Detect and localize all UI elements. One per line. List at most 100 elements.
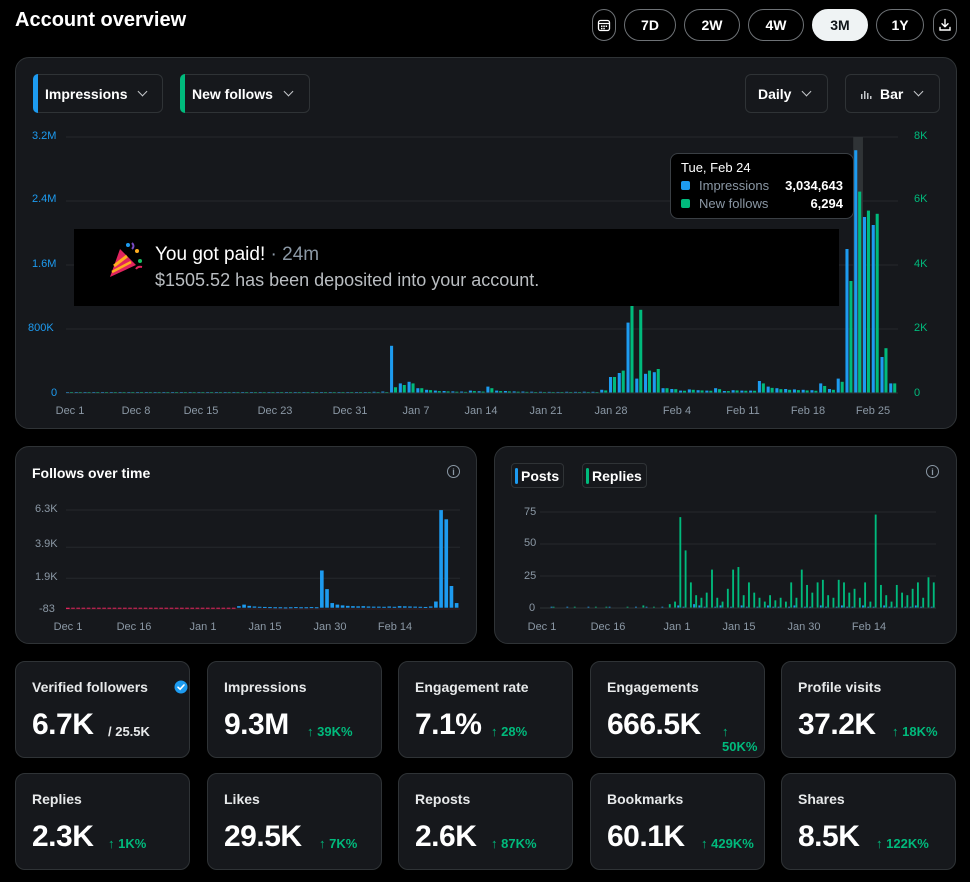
follows-bar	[231, 607, 236, 609]
follows-bar	[586, 391, 590, 393]
right-tick-2k: 2K	[914, 322, 928, 334]
replies-bar	[626, 606, 629, 608]
party-popper-icon	[110, 242, 143, 277]
follows-bar	[499, 391, 503, 393]
replies-bar	[827, 595, 830, 608]
stat-value: 9.3M	[224, 708, 289, 741]
follows-bar	[656, 369, 660, 393]
posts-x-label: Feb 14	[851, 621, 887, 633]
stat-label: Bookmarks	[607, 791, 684, 807]
range-3m-button[interactable]: 3M	[812, 9, 868, 41]
range-1y-button[interactable]: 1Y	[876, 9, 924, 41]
replies-bar	[858, 597, 861, 608]
stat-replies[interactable]: Replies 2.3K ↑ 1K%	[15, 773, 190, 870]
hover-highlight	[853, 137, 863, 393]
range-2w-button[interactable]: 2W	[684, 9, 740, 41]
change-value: 1K%	[118, 836, 147, 851]
stat-engagements[interactable]: Engagements 666.5K ↑ 50K%	[590, 661, 765, 758]
follows-bar	[91, 607, 96, 609]
follows-bar	[858, 191, 862, 393]
stat-impressions[interactable]: Impressions 9.3M ↑ 39K%	[207, 661, 382, 758]
replies-bar	[774, 600, 777, 608]
follows-chart-title: Follows over time	[32, 465, 151, 481]
posts-bar	[862, 605, 864, 608]
metric1-dropdown[interactable]: Impressions	[33, 74, 163, 113]
follows-bar	[621, 370, 625, 393]
follows-bar	[356, 606, 360, 608]
follows-x-label: Feb 14	[377, 621, 413, 633]
follows-bar	[691, 389, 695, 393]
stat-profile-visits[interactable]: Profile visits 37.2K ↑ 18K%	[781, 661, 956, 758]
follows-bar	[490, 388, 494, 393]
stat-change: ↑ 39K%	[307, 724, 353, 739]
follows-x-label: Dec 16	[116, 621, 152, 633]
replies-bar	[885, 595, 888, 608]
posts-bar	[825, 606, 827, 608]
posts-bar	[904, 606, 907, 608]
follows-bar	[102, 607, 106, 609]
impressions-bar	[749, 390, 753, 393]
follows-bar	[366, 606, 371, 608]
replies-bar	[748, 582, 750, 608]
posts-y-tick: 50	[524, 537, 537, 549]
stat-label: Profile visits	[798, 679, 882, 695]
replies-bar	[821, 579, 824, 608]
posts-bar	[645, 606, 648, 608]
impressions-bar	[784, 389, 788, 393]
replies-legend[interactable]: Replies	[582, 463, 647, 488]
stat-bookmarks[interactable]: Bookmarks 60.1K ↑ 429K%	[590, 773, 765, 870]
x-label: Jan 7	[402, 405, 430, 417]
follows-bar	[190, 607, 195, 609]
right-tick-8k: 8K	[914, 130, 928, 142]
metric2-dropdown[interactable]: New follows	[180, 74, 310, 113]
chart-type-dropdown[interactable]: Bar	[845, 74, 940, 113]
follows-x-label: Jan 15	[248, 621, 282, 633]
posts-color-bar	[515, 468, 518, 484]
follows-bar	[335, 604, 340, 608]
posts-x-label: Jan 1	[663, 621, 691, 633]
stat-change: ↑ 87K%	[491, 836, 537, 851]
replies-bar	[732, 569, 735, 608]
up-arrow-icon: ↑	[319, 836, 330, 851]
follows-bar	[682, 390, 687, 393]
follows-bar	[320, 570, 324, 608]
posts-bar	[893, 606, 896, 608]
info-icon[interactable]: i	[926, 465, 939, 478]
posts-bar	[883, 605, 886, 608]
replies-bar	[711, 569, 713, 608]
follows-bar	[200, 607, 205, 609]
range-4w-button[interactable]: 4W	[748, 9, 804, 41]
left-tick-0: 0	[51, 387, 58, 399]
replies-bar	[684, 550, 687, 608]
replies-bar	[769, 595, 771, 608]
follows-bar	[205, 607, 210, 609]
stat-verified-followers[interactable]: Verified followers 6.7K / 25.5K	[15, 661, 190, 758]
follows-bar	[884, 348, 888, 393]
stat-value: 7.1%	[415, 708, 482, 741]
stat-shares[interactable]: Shares 8.5K ↑ 122K%	[781, 773, 956, 870]
calendar-button[interactable]	[592, 9, 616, 41]
posts-bar	[703, 606, 706, 608]
stat-engagement-rate[interactable]: Engagement rate 7.1% ↑ 28%	[398, 661, 573, 758]
follows-bar	[392, 606, 397, 608]
info-icon[interactable]: i	[447, 465, 460, 478]
follows-bar	[779, 389, 783, 393]
stat-change: ↑ 122K%	[876, 836, 929, 851]
follows-bar	[831, 389, 835, 393]
download-button[interactable]	[933, 9, 957, 41]
granularity-dropdown[interactable]: Daily	[745, 74, 828, 113]
replies-bar	[652, 606, 655, 608]
up-arrow-icon: ↑	[701, 836, 712, 851]
impressions-bar	[416, 388, 420, 393]
posts-bar	[835, 606, 838, 608]
stat-reposts[interactable]: Reposts 2.6K ↑ 87K%	[398, 773, 573, 870]
posts-legend[interactable]: Posts	[511, 463, 564, 488]
stat-likes[interactable]: Likes 29.5K ↑ 7K%	[207, 773, 382, 870]
payment-toast[interactable]: You got paid! · 24m $1505.52 has been de…	[74, 229, 839, 306]
follows-bar	[195, 607, 200, 609]
follows-bar	[464, 391, 468, 393]
posts-bar	[793, 605, 796, 608]
follows-bar	[439, 510, 443, 608]
range-7d-button[interactable]: 7D	[624, 9, 676, 41]
replies-bar	[695, 595, 698, 608]
